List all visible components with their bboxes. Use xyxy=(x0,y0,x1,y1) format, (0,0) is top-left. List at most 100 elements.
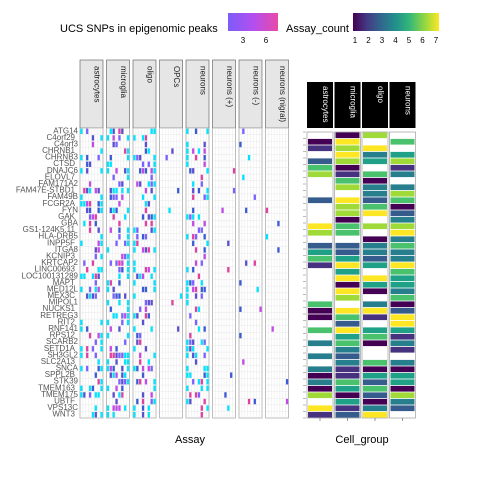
y-tick-label: CHRNB1 xyxy=(42,146,75,155)
heatmap-cell xyxy=(112,293,115,299)
heatmap-cell xyxy=(139,339,142,345)
heatmap-cell xyxy=(91,273,95,279)
heatmap-cell xyxy=(86,326,89,332)
heatmap-cell xyxy=(112,286,115,293)
heatmap-cell xyxy=(179,293,183,299)
heatmap-cell xyxy=(192,220,195,227)
legend-assay-colorbar xyxy=(353,13,439,31)
heatmap-cell xyxy=(112,352,115,359)
heatmap-cell xyxy=(186,339,189,345)
heatmap-cell xyxy=(194,352,198,359)
heatmap-cell xyxy=(97,227,100,233)
heatmap-cell xyxy=(390,210,415,217)
heatmap-cell xyxy=(239,306,242,312)
heatmap-cell xyxy=(265,234,269,240)
heatmap-cell xyxy=(335,340,360,347)
heatmap-cell xyxy=(126,319,130,326)
heatmap-cell xyxy=(206,194,209,200)
legend-assay-tick: 3 xyxy=(380,36,385,45)
heatmap-cell xyxy=(390,190,415,197)
y-tick-label: NUCKS1 xyxy=(43,304,76,313)
heatmap-cell xyxy=(335,145,360,152)
heatmap-cell xyxy=(133,247,136,253)
heatmap-cell xyxy=(194,154,198,161)
heatmap-cell xyxy=(171,299,174,306)
heatmap-cell xyxy=(118,128,121,134)
heatmap-cell xyxy=(88,161,92,167)
heatmap-cell xyxy=(139,181,142,187)
heatmap-cell xyxy=(186,286,189,293)
heatmap-cell xyxy=(141,365,145,372)
facet-strip-label: astrocytes xyxy=(93,66,102,102)
heatmap-cell xyxy=(139,306,142,312)
heatmap-cell xyxy=(112,187,115,194)
heatmap-cell xyxy=(363,255,387,262)
heatmap-cell xyxy=(153,267,156,273)
heatmap-cell xyxy=(115,240,118,247)
heatmap-cell xyxy=(112,174,115,181)
heatmap-cell xyxy=(390,262,415,269)
heatmap-cell xyxy=(136,339,139,345)
heatmap-cell xyxy=(115,260,118,266)
heatmap-cell xyxy=(153,227,156,233)
heatmap-cell xyxy=(335,320,360,327)
heatmap-cell xyxy=(126,359,130,365)
heatmap-cell xyxy=(308,405,332,412)
heatmap-cell xyxy=(390,171,415,178)
heatmap-cell xyxy=(150,365,153,372)
heatmap-cell xyxy=(186,365,189,372)
heatmap-cell xyxy=(153,286,156,293)
heatmap-cell xyxy=(94,352,97,359)
heatmap-cell xyxy=(86,293,89,299)
heatmap-cell xyxy=(194,247,198,253)
heatmap-cell xyxy=(112,412,115,418)
y-tick-label: ITGA8 xyxy=(55,245,79,254)
y-tick-label: SLC2A13 xyxy=(41,357,76,366)
y-tick-label: C4orf29 xyxy=(47,133,76,142)
heatmap-cell xyxy=(100,148,103,154)
heatmap-cell xyxy=(390,392,415,399)
heatmap-cell xyxy=(121,385,124,392)
heatmap-cell xyxy=(206,240,209,247)
heatmap-cell xyxy=(115,313,118,319)
heatmap-cell xyxy=(109,260,112,266)
heatmap-cell xyxy=(335,203,360,210)
heatmap-cell xyxy=(118,293,121,299)
y-tick-label: FAM49B xyxy=(47,192,78,201)
heatmap-cell xyxy=(192,168,195,174)
heatmap-cell xyxy=(86,201,89,207)
heatmap-cell xyxy=(97,365,100,372)
heatmap-cell xyxy=(112,392,115,398)
heatmap-cell xyxy=(136,365,139,372)
heatmap-cell xyxy=(86,267,89,273)
legend-snps-tick: 6 xyxy=(264,36,269,45)
heatmap-cell xyxy=(186,161,189,167)
heatmap-cell xyxy=(203,148,206,154)
heatmap-cell xyxy=(118,299,121,306)
heatmap-cell xyxy=(139,359,142,365)
heatmap-cell xyxy=(118,260,121,266)
heatmap-cell xyxy=(147,365,150,372)
heatmap-cell xyxy=(192,148,195,154)
heatmap-cell xyxy=(97,379,100,385)
heatmap-cell xyxy=(126,234,130,240)
heatmap-cell xyxy=(141,286,145,293)
heatmap-cell xyxy=(126,313,130,319)
facet-strip-label: astrocytes xyxy=(321,86,330,122)
heatmap-cell xyxy=(126,260,130,266)
heatmap-cell xyxy=(80,385,83,392)
y-tick-label: GBA xyxy=(61,219,79,228)
heatmap-cell xyxy=(203,253,206,260)
heatmap-cell xyxy=(150,187,153,194)
heatmap-cell xyxy=(97,207,100,214)
heatmap-cell xyxy=(94,253,97,260)
heatmap-cell xyxy=(168,207,171,214)
heatmap-cell xyxy=(141,398,145,405)
heatmap-cell xyxy=(91,346,95,352)
heatmap-cell xyxy=(308,158,332,165)
heatmap-cell xyxy=(112,141,115,148)
heatmap-cell xyxy=(194,293,198,299)
heatmap-cell xyxy=(136,227,139,233)
heatmap-cell xyxy=(194,392,198,398)
heatmap-cell xyxy=(141,392,145,398)
